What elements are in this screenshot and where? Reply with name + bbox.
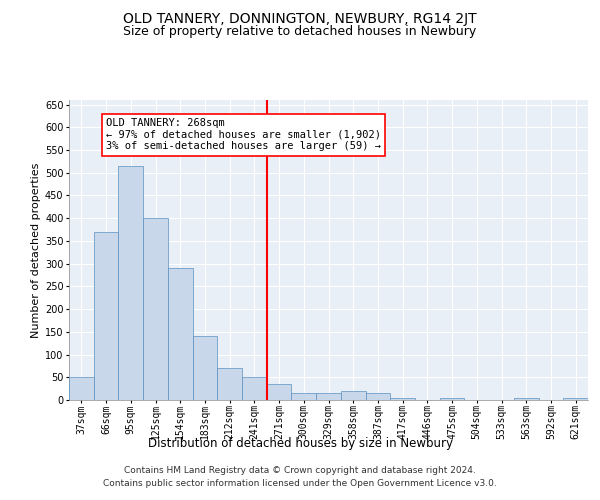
Bar xyxy=(217,368,242,400)
Text: Size of property relative to detached houses in Newbury: Size of property relative to detached ho… xyxy=(124,25,476,38)
Text: Distribution of detached houses by size in Newbury: Distribution of detached houses by size … xyxy=(148,438,452,450)
Bar xyxy=(390,398,415,400)
Text: Contains HM Land Registry data © Crown copyright and database right 2024.
Contai: Contains HM Land Registry data © Crown c… xyxy=(103,466,497,487)
Bar xyxy=(365,393,390,400)
Bar xyxy=(193,336,217,400)
Bar xyxy=(242,378,267,400)
Text: OLD TANNERY: 268sqm
← 97% of detached houses are smaller (1,902)
3% of semi-deta: OLD TANNERY: 268sqm ← 97% of detached ho… xyxy=(106,118,381,152)
Bar xyxy=(94,232,118,400)
Text: OLD TANNERY, DONNINGTON, NEWBURY, RG14 2JT: OLD TANNERY, DONNINGTON, NEWBURY, RG14 2… xyxy=(123,12,477,26)
Bar xyxy=(341,391,365,400)
Bar xyxy=(514,398,539,400)
Bar xyxy=(168,268,193,400)
Bar xyxy=(143,218,168,400)
Y-axis label: Number of detached properties: Number of detached properties xyxy=(31,162,41,338)
Bar xyxy=(440,398,464,400)
Bar xyxy=(292,393,316,400)
Bar xyxy=(316,393,341,400)
Bar xyxy=(118,166,143,400)
Bar xyxy=(267,384,292,400)
Bar xyxy=(563,398,588,400)
Bar xyxy=(69,378,94,400)
